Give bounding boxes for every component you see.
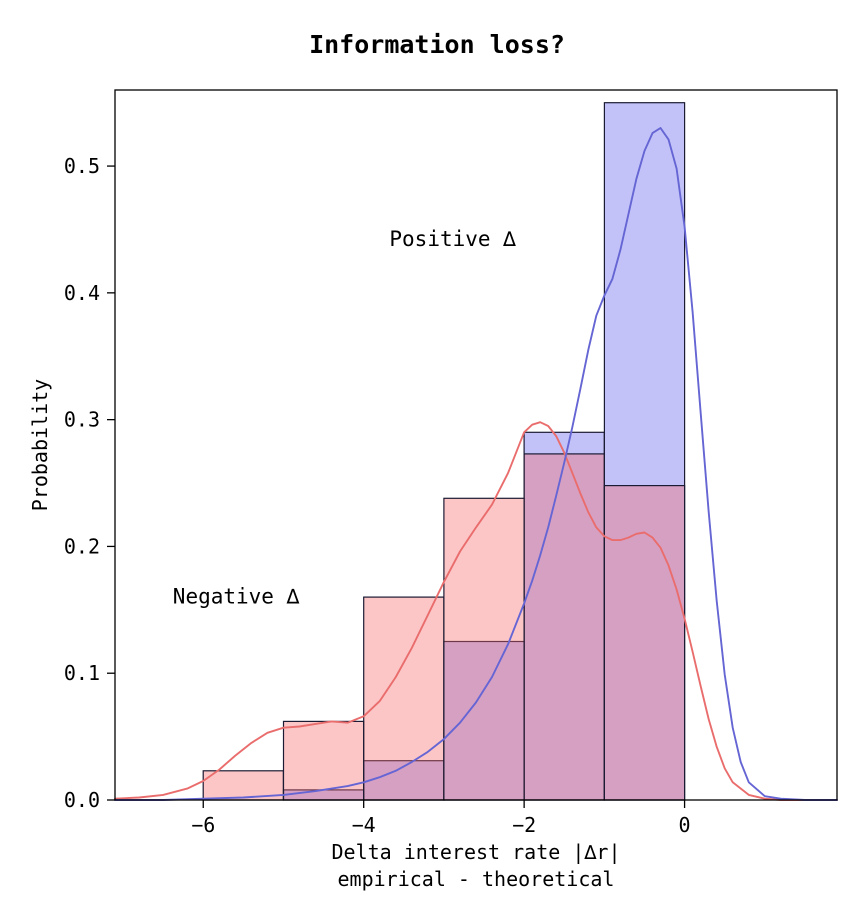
annotation-positive-delta: Positive ∆ bbox=[389, 227, 516, 251]
x-axis-label-line2: empirical - theoretical bbox=[337, 867, 615, 891]
x-tick-label: −6 bbox=[191, 813, 215, 837]
y-tick-label: 0.4 bbox=[64, 281, 100, 305]
x-tick-label: −4 bbox=[352, 813, 376, 837]
annotation-negative-delta: Negative ∆ bbox=[173, 585, 300, 609]
chart-title: Information loss? bbox=[309, 30, 565, 59]
y-tick-label: 0.2 bbox=[64, 534, 100, 558]
y-tick-label: 0.5 bbox=[64, 154, 100, 178]
histogram-bar-negative bbox=[282, 720, 365, 801]
histogram-bar-negative bbox=[523, 453, 605, 801]
kde-curve-negative bbox=[114, 421, 838, 801]
y-tick-label: 0.0 bbox=[64, 788, 100, 812]
kde-curve-positive bbox=[114, 127, 838, 801]
axes-spines bbox=[114, 89, 838, 801]
x-tick-label: −2 bbox=[512, 813, 536, 837]
x-tick-label: 0 bbox=[679, 813, 691, 837]
y-tick-label: 0.1 bbox=[64, 661, 100, 685]
histogram-bar-negative bbox=[363, 596, 445, 801]
x-axis-label-line1: Delta interest rate |∆r| bbox=[331, 840, 621, 864]
histogram-bar-negative bbox=[443, 497, 525, 801]
y-tick-label: 0.3 bbox=[64, 408, 100, 432]
